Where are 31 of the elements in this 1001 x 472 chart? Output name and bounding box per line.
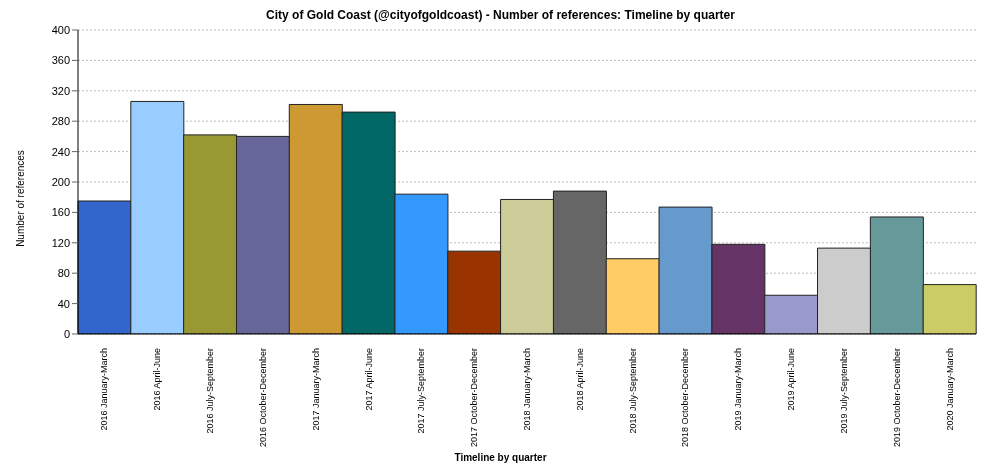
y-axis-title: Number of references	[14, 149, 26, 247]
x-tick-label: 2018 July-September	[627, 348, 638, 434]
x-tick-label: 2016 January-March	[99, 348, 110, 431]
x-tick-label: 2020 January-March	[944, 348, 955, 431]
x-tick-label: 2016 July-September	[205, 348, 216, 434]
x-tick-label: 2019 July-September	[838, 348, 849, 434]
x-tick-label: 2019 January-March	[733, 348, 744, 431]
x-tick-label: 2017 October-December	[469, 348, 480, 448]
y-tick-label: 320	[51, 84, 70, 97]
y-tick-label: 400	[51, 23, 70, 36]
x-tick-label: 2019 October-December	[891, 348, 902, 448]
y-tick-label: 360	[51, 54, 70, 67]
y-tick-label: 240	[51, 145, 70, 158]
x-tick-label: 2017 January-March	[310, 348, 321, 431]
x-tick-label: 2018 October-December	[680, 348, 691, 448]
y-tick-label: 80	[57, 267, 70, 280]
y-tick-label: 120	[51, 236, 70, 249]
x-tick-label: 2016 April-June	[152, 348, 163, 411]
y-tick-label: 200	[51, 175, 70, 188]
x-tick-label: 2018 April-June	[574, 348, 585, 411]
y-tick-label: 0	[63, 327, 70, 340]
x-axis-title: Timeline by quarter	[453, 452, 548, 463]
x-tick-label: 2017 July-September	[416, 348, 427, 434]
x-tick-label: 2017 April-June	[363, 348, 374, 411]
chart-title: City of Gold Coast (@cityofgoldcoast) - Number of references: Timeline by quarter	[265, 8, 736, 22]
y-tick-label: 40	[57, 297, 70, 310]
x-tick-label: 2018 January-March	[522, 348, 532, 431]
y-tick-label: 280	[51, 115, 70, 128]
x-tick-label: 2019 April-June	[786, 348, 797, 411]
x-tick-label: 2016 October-December	[257, 348, 268, 448]
y-tick-label: 160	[51, 206, 70, 219]
